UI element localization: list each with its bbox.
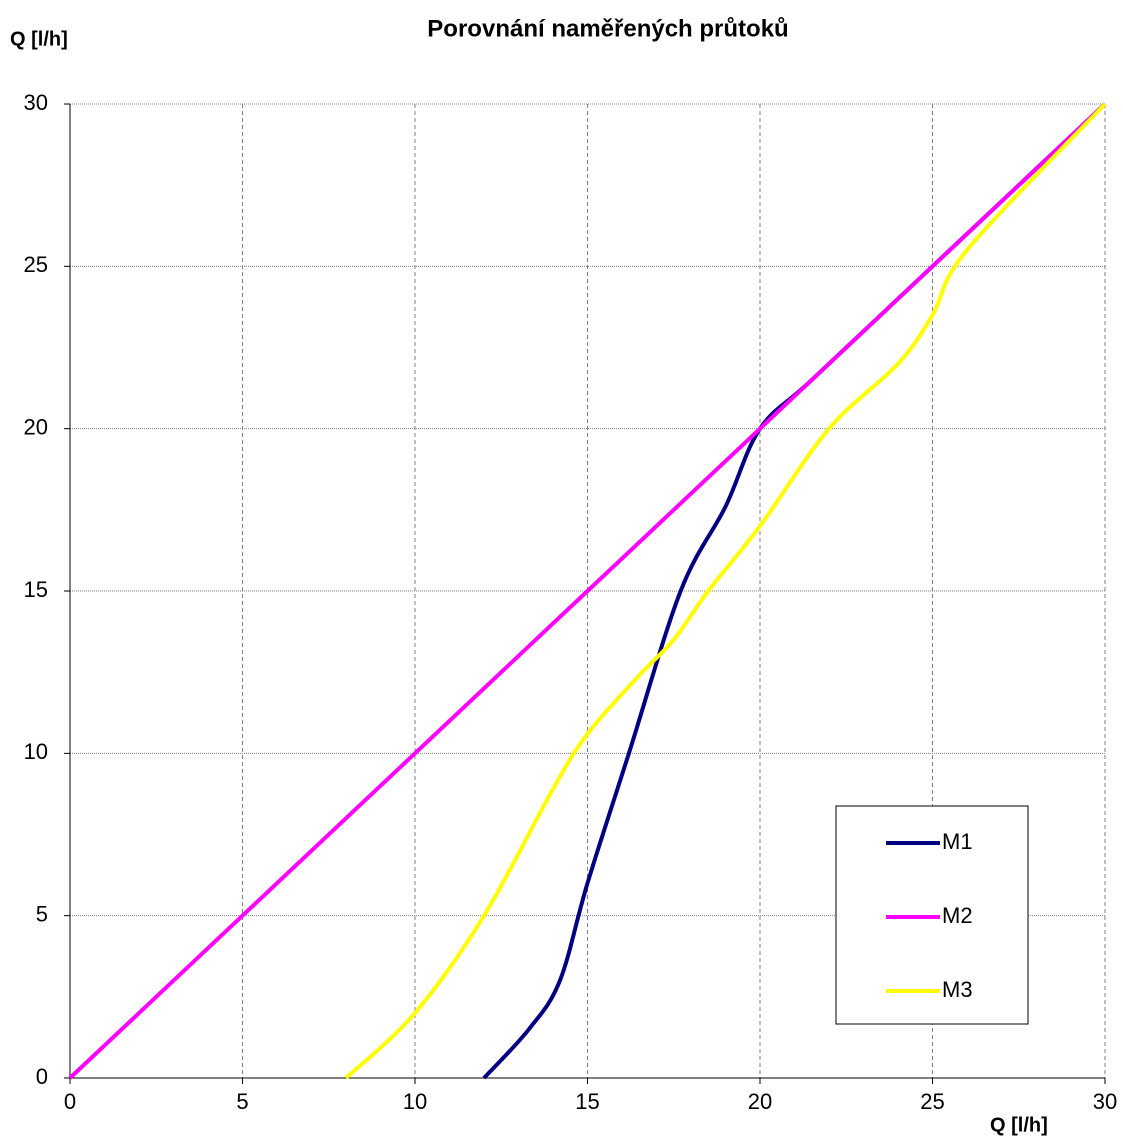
y-tick-label: 30 — [24, 90, 48, 115]
y-axis-label: Q [l/h] — [10, 28, 68, 50]
x-tick-label: 10 — [403, 1089, 427, 1114]
y-tick-label: 20 — [24, 414, 48, 439]
y-tick-label: 0 — [36, 1064, 48, 1089]
legend-label: M2 — [942, 903, 973, 928]
x-tick-label: 0 — [64, 1089, 76, 1114]
series-line — [344, 102, 1107, 1080]
series-line — [68, 102, 1107, 1080]
x-tick-label: 15 — [575, 1089, 599, 1114]
x-tick-label: 30 — [1093, 1089, 1117, 1114]
chart-title: Porovnání naměřených průtoků — [427, 15, 788, 42]
y-tick-label: 5 — [36, 901, 48, 926]
legend-label: M1 — [942, 829, 973, 854]
y-tick-label: 10 — [24, 739, 48, 764]
x-tick-label: 5 — [236, 1089, 248, 1114]
legend-label: M3 — [942, 977, 973, 1002]
x-tick-label: 20 — [748, 1089, 772, 1114]
x-tick-label: 25 — [920, 1089, 944, 1114]
x-axis-label: Q [l/h] — [990, 1114, 1048, 1136]
y-tick-label: 25 — [24, 252, 48, 277]
y-tick-label: 15 — [24, 577, 48, 602]
